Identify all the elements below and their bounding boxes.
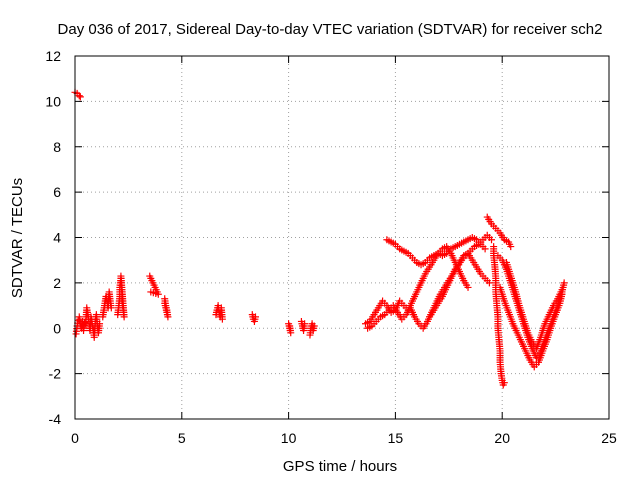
data-points xyxy=(71,88,568,389)
data-point xyxy=(500,379,508,387)
plot-border xyxy=(74,55,610,420)
y-tick-label: 4 xyxy=(53,230,61,246)
x-tick-label: 15 xyxy=(388,430,404,446)
y-tick-label: 12 xyxy=(45,48,61,64)
data-point xyxy=(81,319,89,327)
data-point xyxy=(117,272,125,280)
y-tick-label: -2 xyxy=(49,366,62,382)
data-point xyxy=(96,320,104,328)
y-tick-label: 6 xyxy=(53,184,61,200)
y-tick-label: 0 xyxy=(53,320,61,336)
y-tick-label: 10 xyxy=(45,93,61,109)
data-point xyxy=(76,93,84,101)
data-point xyxy=(485,279,493,287)
data-point xyxy=(481,245,489,253)
x-tick-label: 10 xyxy=(281,430,297,446)
x-tick-label: 0 xyxy=(71,430,79,446)
y-tick-label: 8 xyxy=(53,139,61,155)
data-point xyxy=(301,320,309,328)
y-tick-label: -4 xyxy=(49,411,62,427)
y-axis-label: SDTVAR / TECUs xyxy=(9,178,26,298)
axes: 0 5 10 15 20 25 -4 -2 0 2 4 6 8 10 12 xyxy=(45,48,617,446)
x-tick-label: 5 xyxy=(178,430,186,446)
x-tick-label: 20 xyxy=(494,430,510,446)
data-point xyxy=(310,322,318,330)
x-axis-label: GPS time / hours xyxy=(283,458,397,475)
data-point xyxy=(560,279,568,287)
chart-title: Day 036 of 2017, Sidereal Day-to-day VTE… xyxy=(58,21,603,38)
y-tick-label: 2 xyxy=(53,275,61,291)
data-point xyxy=(488,236,496,244)
data-point xyxy=(507,243,515,251)
data-point xyxy=(464,283,472,291)
x-tick-label: 25 xyxy=(601,430,617,446)
data-point xyxy=(218,315,226,323)
data-point xyxy=(161,299,169,307)
grid xyxy=(75,56,609,419)
data-point xyxy=(558,286,566,294)
data-point xyxy=(75,92,83,100)
data-point xyxy=(107,304,115,312)
data-point xyxy=(147,288,155,296)
data-point xyxy=(286,322,294,330)
data-point xyxy=(251,313,259,321)
